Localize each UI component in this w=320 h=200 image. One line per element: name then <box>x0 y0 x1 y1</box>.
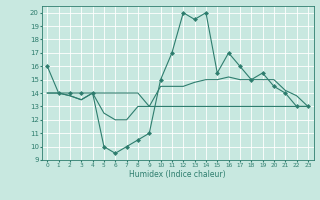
X-axis label: Humidex (Indice chaleur): Humidex (Indice chaleur) <box>129 170 226 179</box>
